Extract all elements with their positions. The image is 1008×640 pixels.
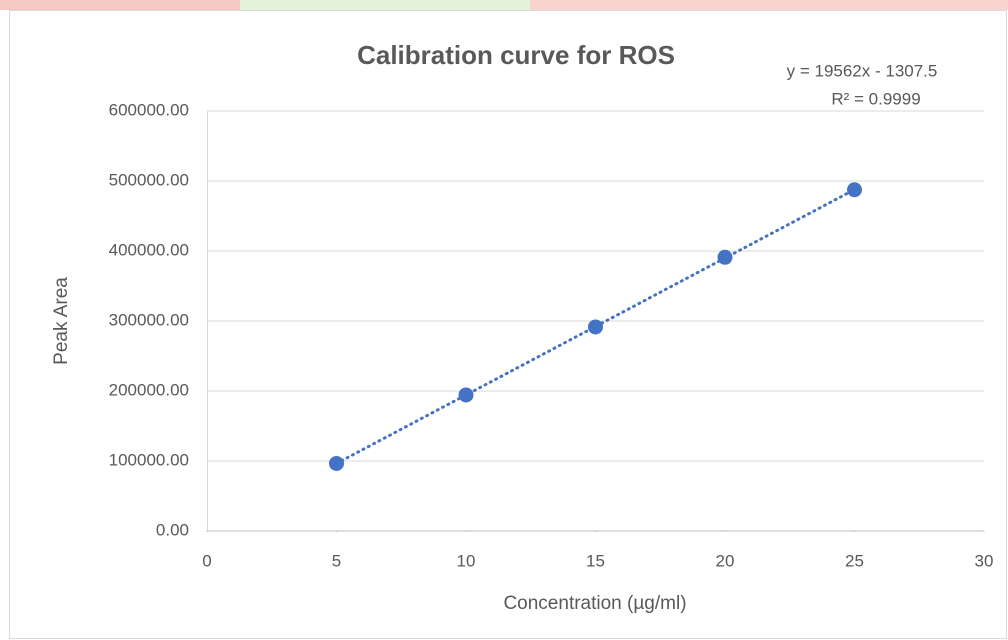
x-tick-label: 0: [202, 551, 211, 570]
data-point: [329, 455, 344, 471]
trendline-r-squared: R² = 0.9999: [831, 89, 920, 108]
y-axis-title: Peak Area: [51, 277, 72, 365]
data-point: [588, 319, 603, 335]
background-decoration: [530, 0, 1008, 10]
y-tick-label: 0.00: [156, 520, 189, 539]
x-tick-label: 5: [332, 551, 341, 570]
background-decoration: [240, 0, 530, 10]
x-axis-title: Concentration (µg/ml): [503, 593, 686, 614]
chart-title: Calibration curve for ROS: [357, 40, 675, 70]
x-tick-label: 15: [586, 551, 605, 570]
data-point: [717, 249, 733, 265]
data-point: [458, 387, 474, 403]
chart-frame: [9, 10, 1007, 639]
y-tick-label: 200000.00: [109, 380, 189, 399]
x-tick-label: 20: [716, 551, 735, 570]
y-tick-label: 300000.00: [109, 310, 189, 329]
x-tick-label: 10: [457, 551, 476, 570]
background-decoration: [0, 0, 240, 10]
y-tick-label: 100000.00: [109, 450, 189, 469]
data-point: [847, 182, 862, 198]
x-tick-label: 25: [845, 551, 864, 570]
trendline-equation: y = 19562x - 1307.5: [787, 61, 938, 80]
y-tick-label: 500000.00: [109, 170, 189, 189]
x-tick-label: 30: [975, 551, 994, 570]
y-tick-label: 400000.00: [109, 240, 189, 259]
y-tick-label: 600000.00: [109, 100, 189, 119]
